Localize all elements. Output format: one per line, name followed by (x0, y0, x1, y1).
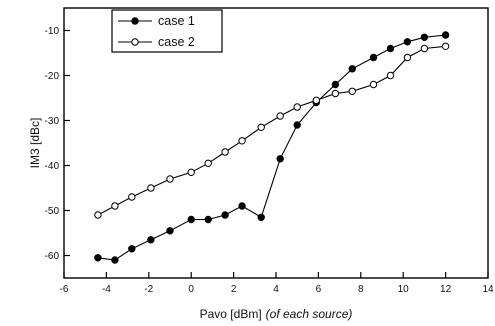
y-tick-label: -30 (45, 116, 60, 127)
x-tick-label: -4 (102, 284, 111, 295)
series-line-case-1 (97, 34, 446, 261)
data-point-case-2 (187, 168, 195, 177)
x-tick-label: 0 (188, 284, 194, 295)
x-tick-label: 10 (398, 284, 410, 295)
data-point-case-1 (386, 44, 395, 53)
x-tick-label: -2 (144, 284, 153, 295)
data-point-case-2 (369, 80, 378, 89)
data-point-case-1 (441, 31, 450, 39)
data-point-case-2 (403, 53, 412, 62)
data-point-case-2 (128, 193, 136, 201)
data-point-case-1 (147, 236, 155, 244)
legend-box (111, 9, 223, 53)
data-point-case-2 (238, 137, 246, 145)
data-point-case-1 (94, 254, 102, 262)
data-point-case-2 (331, 89, 340, 98)
data-point-case-1 (204, 215, 212, 224)
data-point-case-1 (111, 256, 119, 264)
x-tick-label: 6 (316, 284, 322, 295)
y-tick-label: -40 (45, 161, 60, 172)
x-tick-label: 12 (440, 284, 452, 295)
y-axis-title: IM3 [dBc] (28, 118, 42, 169)
legend-label-case-2: case 2 (158, 35, 195, 49)
data-point-case-1 (369, 53, 378, 62)
x-tick-label: 8 (358, 284, 364, 295)
y-tick-label: -50 (45, 206, 60, 217)
data-point-case-2 (312, 96, 320, 105)
data-point-case-1 (420, 33, 429, 41)
data-point-case-1 (238, 202, 246, 210)
data-point-case-2 (293, 103, 301, 111)
x-tick-label: 14 (482, 284, 494, 295)
x-tick-label: -6 (60, 284, 69, 295)
x-axis-title-main: Pavo [dBm] (200, 307, 262, 321)
data-point-case-2 (94, 211, 102, 219)
x-axis-title: Pavo [dBm] (of each source) (200, 307, 353, 321)
data-point-case-1 (221, 211, 229, 219)
data-point-case-2 (386, 71, 395, 80)
legend: case 1 case 2 (111, 9, 223, 53)
data-point-case-1 (128, 245, 136, 253)
data-point-case-2 (147, 184, 155, 192)
data-point-case-1 (257, 213, 265, 222)
data-point-case-2 (221, 148, 229, 156)
data-point-case-1 (166, 227, 174, 235)
legend-marker-case-2 (131, 38, 139, 46)
data-point-case-2 (166, 175, 174, 183)
data-point-case-1 (276, 155, 284, 163)
legend-marker-case-1 (131, 17, 139, 25)
data-point-case-2 (420, 44, 429, 53)
data-point-case-1 (348, 65, 356, 73)
x-tick-label: 4 (273, 284, 279, 295)
data-point-case-1 (331, 80, 340, 89)
legend-label-case-1: case 1 (158, 14, 195, 28)
x-tick-label: 2 (231, 284, 237, 295)
y-axis: -60 -50 -40 -30 -20 -10 (45, 26, 70, 262)
x-axis: -6 -4 -2 0 2 4 6 8 10 12 14 (60, 272, 494, 295)
y-tick-label: -20 (45, 71, 60, 82)
data-point-case-2 (441, 42, 450, 50)
data-point-case-2 (276, 112, 284, 120)
data-point-case-2 (348, 87, 356, 96)
x-axis-title-note: (of each source) (266, 307, 353, 321)
data-point-case-2 (204, 159, 212, 168)
y-tick-label: -10 (45, 26, 60, 37)
data-point-case-2 (111, 202, 119, 210)
series-layer (94, 31, 450, 264)
data-point-case-1 (403, 38, 412, 46)
data-point-case-2 (257, 123, 265, 132)
data-point-case-1 (187, 215, 195, 224)
y-tick-label: -60 (45, 251, 60, 262)
data-point-case-1 (293, 121, 301, 129)
